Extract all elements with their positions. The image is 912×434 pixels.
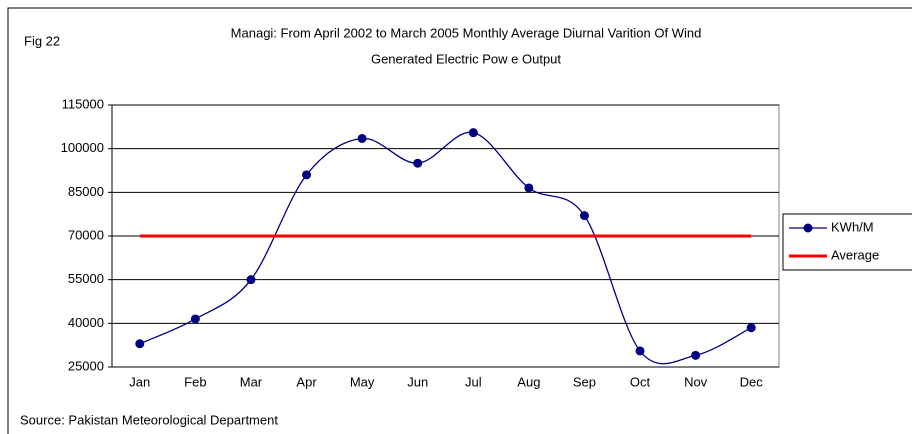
x-tick-label: Mar (240, 374, 263, 389)
x-tick-label: Nov (684, 374, 708, 389)
x-tick-label: Aug (517, 374, 540, 389)
data-point (524, 183, 534, 193)
data-point (135, 339, 145, 349)
data-point (190, 314, 200, 324)
x-tick-label: Feb (184, 374, 206, 389)
x-tick-label: Jul (465, 374, 482, 389)
y-tick-label: 70000 (68, 227, 104, 242)
data-point (635, 346, 645, 356)
y-tick-label: 115000 (62, 96, 104, 111)
x-tick-label: Apr (296, 374, 317, 389)
chart-title: Generated Electric Pow e Output (371, 51, 561, 66)
x-tick-label: Jun (407, 374, 428, 389)
fig-label: Fig 22 (24, 33, 60, 48)
data-point (246, 275, 256, 285)
data-point (468, 128, 478, 138)
x-tick-label: Sep (573, 374, 596, 389)
x-tick-label: May (350, 374, 375, 389)
chart-title: Managi: From April 2002 to March 2005 Mo… (231, 25, 702, 40)
legend-label: KWh/M (831, 219, 874, 234)
data-point (413, 158, 423, 168)
y-tick-label: 55000 (68, 271, 104, 286)
data-point (357, 133, 367, 143)
legend-marker (803, 223, 813, 233)
data-point (302, 170, 312, 180)
data-point (691, 350, 701, 360)
y-tick-label: 25000 (68, 358, 104, 373)
data-point (579, 211, 589, 221)
x-tick-label: Dec (740, 374, 764, 389)
y-tick-label: 40000 (68, 315, 104, 330)
legend-box (782, 213, 912, 271)
data-point (746, 323, 756, 333)
legend-label: Average (831, 247, 879, 262)
x-tick-label: Oct (630, 374, 651, 389)
y-tick-label: 85000 (68, 184, 104, 199)
x-tick-label: Jan (129, 374, 150, 389)
y-tick-label: 100000 (61, 140, 104, 155)
source-note: Source: Pakistan Meteorological Departme… (20, 412, 278, 427)
